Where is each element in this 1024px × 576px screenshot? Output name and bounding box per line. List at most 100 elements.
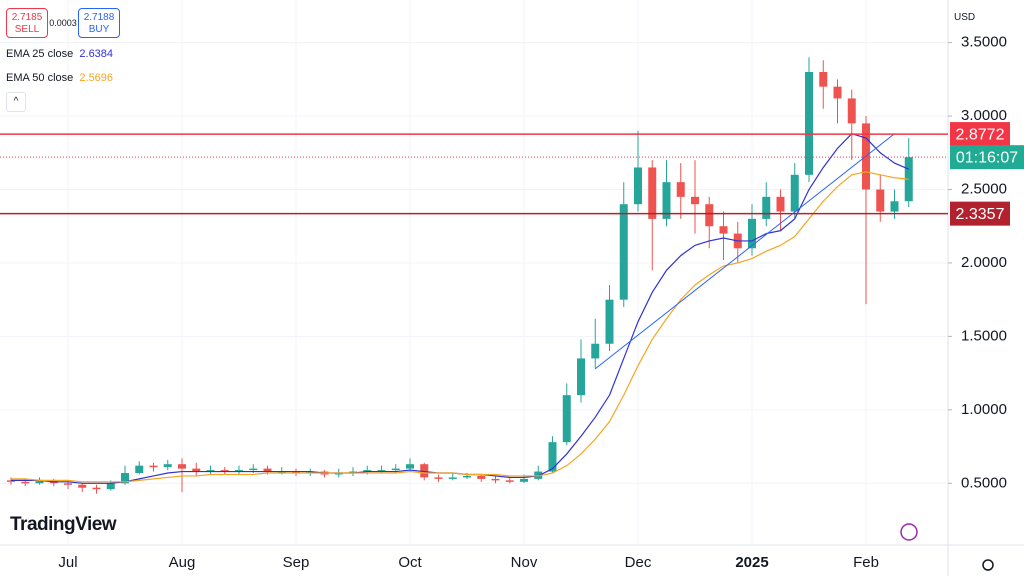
candle-body xyxy=(363,470,372,472)
candle-body xyxy=(890,201,899,212)
ema-line xyxy=(11,132,909,484)
level-label: 2.3357 xyxy=(956,206,1005,223)
candle-body xyxy=(135,465,144,474)
indicator[interactable]: EMA 25 close 2.6384 xyxy=(6,46,120,62)
candle-body xyxy=(21,481,30,484)
candle-body xyxy=(762,196,771,219)
candle-body xyxy=(534,471,543,479)
candle-body xyxy=(263,468,272,472)
buy-price: 2.7188 xyxy=(83,12,115,23)
level-label-box xyxy=(950,122,1010,147)
x-tick-label: Jul xyxy=(58,554,77,571)
x-tick-label: 2025 xyxy=(735,554,768,571)
buy-label: BUY xyxy=(88,24,110,35)
candle-body xyxy=(577,358,585,396)
candle-body xyxy=(591,343,600,359)
countdown-box xyxy=(950,145,1024,170)
candle-body xyxy=(548,442,557,472)
ema-line xyxy=(11,171,909,483)
candle-body xyxy=(377,470,386,472)
indicator-value: 2.6384 xyxy=(79,48,114,60)
y-tick-label: 3.0000 xyxy=(961,107,1007,124)
candle-body xyxy=(748,218,756,249)
settings-icon xyxy=(982,559,994,571)
candle-body xyxy=(35,480,44,484)
candle-body xyxy=(235,470,243,472)
candle-body xyxy=(78,484,87,488)
candle-body xyxy=(463,475,471,478)
candle-body xyxy=(92,487,101,490)
y-tick-label: 0.5000 xyxy=(961,474,1007,491)
top-panel: 2.7185 SELL 0.0003 2.7188 BUY EMA 25 close 2… xyxy=(6,8,120,112)
x-tick-label: Sep xyxy=(283,554,310,571)
candle-body xyxy=(790,174,799,212)
candle-body xyxy=(491,478,500,481)
level-label: 2.8772 xyxy=(956,126,1005,143)
candle-body xyxy=(876,189,885,212)
sell-button[interactable]: 2.7185 SELL xyxy=(6,8,48,38)
candle-body xyxy=(220,470,229,472)
candle-body xyxy=(420,464,429,478)
candle-body xyxy=(505,480,514,482)
candle-body xyxy=(619,204,628,300)
candle-body xyxy=(662,182,671,219)
candle-body xyxy=(520,478,528,482)
candle-body xyxy=(805,71,813,175)
candle-body xyxy=(406,464,414,469)
candle-body xyxy=(477,475,486,479)
candle-body xyxy=(605,299,614,344)
candle-body xyxy=(334,473,343,475)
candle-body xyxy=(648,167,657,219)
candle-body xyxy=(249,468,258,471)
logo-text: TradingView xyxy=(10,514,117,535)
trendline xyxy=(594,133,895,370)
buy-button[interactable]: 2.7188 BUY xyxy=(78,8,120,38)
collapse-button[interactable]: ^ xyxy=(6,92,26,112)
y-tick-label: 1.0000 xyxy=(961,401,1007,418)
countdown: 01:16:07 xyxy=(956,149,1018,166)
candle-body xyxy=(448,477,457,479)
candle-body xyxy=(192,468,201,472)
candle-body xyxy=(7,480,15,482)
logo[interactable]: TradingView xyxy=(10,514,117,536)
x-tick-label: Aug xyxy=(169,554,196,571)
x-tick-label: Dec xyxy=(625,554,652,571)
spread: 0.0003 xyxy=(49,18,77,28)
x-tick-label: Oct xyxy=(398,554,422,571)
sell-price: 2.7185 xyxy=(11,12,43,23)
candle-body xyxy=(349,471,357,474)
plot xyxy=(7,57,913,494)
replay-icon xyxy=(900,523,918,541)
x-tick-label: Feb xyxy=(853,554,879,571)
candle-body xyxy=(292,471,300,474)
indicator-value: 2.5696 xyxy=(79,72,114,84)
candle-body xyxy=(719,226,728,234)
candle-body xyxy=(163,464,172,468)
candle-body xyxy=(434,477,443,479)
candle-body xyxy=(306,471,315,474)
candle-body xyxy=(776,196,785,212)
currency[interactable]: USD xyxy=(954,12,976,23)
y-tick-label: 2.0000 xyxy=(961,254,1007,271)
candle-body xyxy=(691,196,699,205)
sell-label: SELL xyxy=(14,24,40,35)
y-tick-label: 3.5000 xyxy=(961,34,1007,51)
candle-body xyxy=(847,98,856,124)
x-tick-label: Nov xyxy=(511,554,538,571)
level-label-box xyxy=(950,201,1010,226)
indicator[interactable]: EMA 50 close 2.5696 xyxy=(6,70,120,86)
candle-body xyxy=(391,468,400,471)
candle-body xyxy=(819,71,828,87)
candle-body xyxy=(64,483,72,485)
candle-body xyxy=(178,464,186,469)
candle-body xyxy=(562,395,571,443)
indicator-name: EMA 50 close xyxy=(6,72,74,84)
y-tick-label: 1.5000 xyxy=(961,327,1007,344)
candle-body xyxy=(106,483,115,490)
y-tick-label: 2.5000 xyxy=(961,180,1007,197)
candle-body xyxy=(206,470,215,472)
candle-body xyxy=(149,465,158,468)
candle-body xyxy=(634,167,642,205)
